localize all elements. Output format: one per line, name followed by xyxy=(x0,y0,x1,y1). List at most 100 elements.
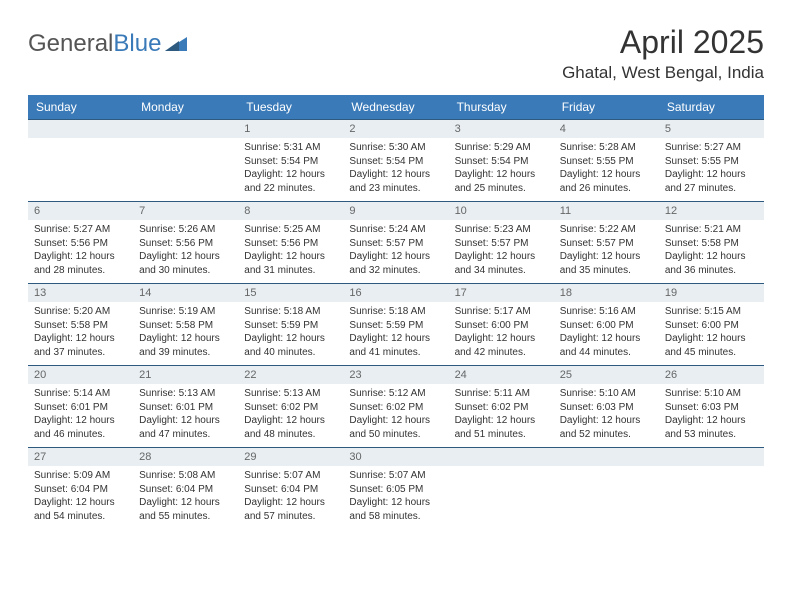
day-number-row: 20212223242526 xyxy=(28,366,764,385)
day-line-d1: Daylight: 12 hours xyxy=(455,332,548,346)
day-line-sr: Sunrise: 5:11 AM xyxy=(455,387,548,401)
day-content-row: Sunrise: 5:14 AMSunset: 6:01 PMDaylight:… xyxy=(28,384,764,448)
day-line-ss: Sunset: 5:54 PM xyxy=(455,155,548,169)
weekday-header: Saturday xyxy=(659,95,764,120)
day-line-d2: and 46 minutes. xyxy=(34,428,127,442)
day-number: 29 xyxy=(238,448,343,467)
day-number: 2 xyxy=(343,120,448,139)
day-cell: Sunrise: 5:27 AMSunset: 5:55 PMDaylight:… xyxy=(659,138,764,202)
day-line-d1: Daylight: 12 hours xyxy=(349,496,442,510)
day-line-ss: Sunset: 6:00 PM xyxy=(665,319,758,333)
weekday-header-row: SundayMondayTuesdayWednesdayThursdayFrid… xyxy=(28,95,764,120)
day-line-d1: Daylight: 12 hours xyxy=(34,332,127,346)
day-line-d2: and 30 minutes. xyxy=(139,264,232,278)
day-cell: Sunrise: 5:23 AMSunset: 5:57 PMDaylight:… xyxy=(449,220,554,284)
day-line-d2: and 55 minutes. xyxy=(139,510,232,524)
day-number: 14 xyxy=(133,284,238,303)
day-line-d1: Daylight: 12 hours xyxy=(560,250,653,264)
day-line-d1: Daylight: 12 hours xyxy=(665,332,758,346)
day-line-d2: and 44 minutes. xyxy=(560,346,653,360)
day-line-sr: Sunrise: 5:18 AM xyxy=(349,305,442,319)
day-cell: Sunrise: 5:07 AMSunset: 6:05 PMDaylight:… xyxy=(343,466,448,529)
day-cell: Sunrise: 5:20 AMSunset: 5:58 PMDaylight:… xyxy=(28,302,133,366)
day-number: 4 xyxy=(554,120,659,139)
day-cell: Sunrise: 5:31 AMSunset: 5:54 PMDaylight:… xyxy=(238,138,343,202)
day-line-d1: Daylight: 12 hours xyxy=(139,414,232,428)
weekday-header: Tuesday xyxy=(238,95,343,120)
day-number: 10 xyxy=(449,202,554,221)
day-number: 1 xyxy=(238,120,343,139)
day-number: 24 xyxy=(449,366,554,385)
day-number: 13 xyxy=(28,284,133,303)
day-cell: Sunrise: 5:10 AMSunset: 6:03 PMDaylight:… xyxy=(554,384,659,448)
day-line-sr: Sunrise: 5:15 AM xyxy=(665,305,758,319)
day-line-d2: and 51 minutes. xyxy=(455,428,548,442)
day-line-d2: and 23 minutes. xyxy=(349,182,442,196)
weekday-header: Sunday xyxy=(28,95,133,120)
day-content-row: Sunrise: 5:27 AMSunset: 5:56 PMDaylight:… xyxy=(28,220,764,284)
day-line-sr: Sunrise: 5:27 AM xyxy=(34,223,127,237)
day-line-d1: Daylight: 12 hours xyxy=(455,168,548,182)
day-number: 23 xyxy=(343,366,448,385)
day-cell: Sunrise: 5:18 AMSunset: 5:59 PMDaylight:… xyxy=(238,302,343,366)
day-line-d2: and 58 minutes. xyxy=(349,510,442,524)
day-line-d2: and 57 minutes. xyxy=(244,510,337,524)
day-line-d1: Daylight: 12 hours xyxy=(560,332,653,346)
day-line-ss: Sunset: 5:56 PM xyxy=(139,237,232,251)
day-line-sr: Sunrise: 5:18 AM xyxy=(244,305,337,319)
month-title: April 2025 xyxy=(562,24,764,61)
day-line-sr: Sunrise: 5:07 AM xyxy=(349,469,442,483)
location-subtitle: Ghatal, West Bengal, India xyxy=(562,63,764,83)
day-cell: Sunrise: 5:22 AMSunset: 5:57 PMDaylight:… xyxy=(554,220,659,284)
day-line-d2: and 47 minutes. xyxy=(139,428,232,442)
day-number: 19 xyxy=(659,284,764,303)
day-line-d1: Daylight: 12 hours xyxy=(560,414,653,428)
day-line-sr: Sunrise: 5:10 AM xyxy=(560,387,653,401)
day-cell: Sunrise: 5:17 AMSunset: 6:00 PMDaylight:… xyxy=(449,302,554,366)
day-number: 27 xyxy=(28,448,133,467)
day-line-ss: Sunset: 5:55 PM xyxy=(560,155,653,169)
day-number: 8 xyxy=(238,202,343,221)
day-cell: Sunrise: 5:30 AMSunset: 5:54 PMDaylight:… xyxy=(343,138,448,202)
day-number: 20 xyxy=(28,366,133,385)
day-cell: Sunrise: 5:24 AMSunset: 5:57 PMDaylight:… xyxy=(343,220,448,284)
weekday-header: Wednesday xyxy=(343,95,448,120)
day-line-ss: Sunset: 5:57 PM xyxy=(560,237,653,251)
day-line-sr: Sunrise: 5:26 AM xyxy=(139,223,232,237)
day-line-sr: Sunrise: 5:31 AM xyxy=(244,141,337,155)
title-block: April 2025 Ghatal, West Bengal, India xyxy=(562,24,764,83)
brand-triangle-icon xyxy=(165,30,187,58)
day-line-ss: Sunset: 6:03 PM xyxy=(665,401,758,415)
day-number: 26 xyxy=(659,366,764,385)
day-line-d1: Daylight: 12 hours xyxy=(665,250,758,264)
day-cell: Sunrise: 5:10 AMSunset: 6:03 PMDaylight:… xyxy=(659,384,764,448)
day-line-d1: Daylight: 12 hours xyxy=(349,414,442,428)
day-line-d2: and 41 minutes. xyxy=(349,346,442,360)
day-line-ss: Sunset: 5:59 PM xyxy=(349,319,442,333)
day-line-d1: Daylight: 12 hours xyxy=(139,250,232,264)
day-line-d1: Daylight: 12 hours xyxy=(349,332,442,346)
day-content-row: Sunrise: 5:31 AM Sunset: 5:54 PMDaylight:… xyxy=(28,138,764,202)
page-header: GeneralBlue April 2025 Ghatal, West Beng… xyxy=(28,24,764,83)
day-line-d2: and 27 minutes. xyxy=(665,182,758,196)
calendar-body: SundayMondayTuesdayWednesdayThursdayFrid… xyxy=(28,95,764,529)
day-line-ss: Sunset: 6:05 PM xyxy=(349,483,442,497)
day-line-d1: Daylight: 12 hours xyxy=(244,250,337,264)
day-cell: Sunrise: 5:26 AMSunset: 5:56 PMDaylight:… xyxy=(133,220,238,284)
day-line-d2: and 25 minutes. xyxy=(455,182,548,196)
day-line-ss: Sunset: 5:55 PM xyxy=(665,155,758,169)
day-line-d2: and 53 minutes. xyxy=(665,428,758,442)
day-cell: Sunrise: 5:19 AMSunset: 5:58 PMDaylight:… xyxy=(133,302,238,366)
day-line-sr: Sunrise: 5:16 AM xyxy=(560,305,653,319)
day-line-d1: Daylight: 12 hours xyxy=(34,496,127,510)
day-number xyxy=(133,120,238,139)
day-line-d2: and 45 minutes. xyxy=(665,346,758,360)
day-cell xyxy=(449,466,554,529)
day-number: 28 xyxy=(133,448,238,467)
day-number-row: 12345 xyxy=(28,120,764,139)
day-line-sr: Sunrise: 5:12 AM xyxy=(349,387,442,401)
day-number xyxy=(659,448,764,467)
day-line-d2: and 26 minutes. xyxy=(560,182,653,196)
day-number: 11 xyxy=(554,202,659,221)
day-cell: Sunrise: 5:25 AMSunset: 5:56 PMDaylight:… xyxy=(238,220,343,284)
